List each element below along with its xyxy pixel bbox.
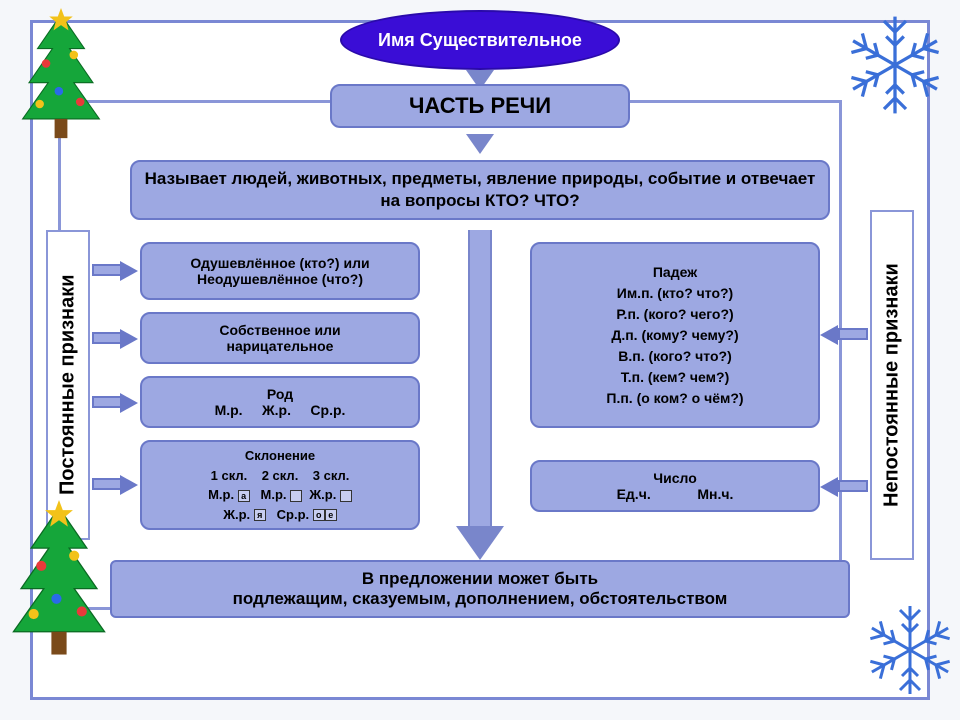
declension-title: Склонение xyxy=(208,446,352,466)
decl-zhr2: Ж.р. xyxy=(223,507,250,522)
arrow-r1-stub xyxy=(838,328,868,340)
bottom-box: В предложении может быть подлежащим, ска… xyxy=(110,560,850,618)
snowflake-bottom-right-icon xyxy=(860,600,960,700)
animacy-text: Одушевлённое (кто?) или Неодушевлённое (… xyxy=(190,255,369,287)
declension-row3: Ж.р. я Ср.р. ое xyxy=(208,505,352,525)
arrow-l1-head xyxy=(120,261,138,281)
arrow-r1-head xyxy=(820,325,838,345)
title-text: Имя Существительное xyxy=(378,30,582,51)
animacy-box: Одушевлённое (кто?) или Неодушевлённое (… xyxy=(140,242,420,300)
end-e: е xyxy=(325,509,337,521)
bottom-text: В предложении может быть подлежащим, ска… xyxy=(233,569,728,609)
tree-top-left-icon xyxy=(6,8,116,168)
snowflake-top-right-icon xyxy=(840,10,950,120)
end-blank1 xyxy=(290,490,302,502)
declension-box: Склонение 1 скл. 2 скл. 3 скл. М.р. а М.… xyxy=(140,440,420,530)
arrow-l4-stub xyxy=(92,478,122,490)
case-box: Падеж Им.п. (кто? что?) Р.п. (кого? чего… xyxy=(530,242,820,428)
gender-box: Род М.р. Ж.р. Ср.р. xyxy=(140,376,420,428)
proper-text: Собственное или нарицательное xyxy=(219,322,340,354)
number-title: Число xyxy=(617,470,734,486)
decl-mr2: М.р. xyxy=(261,487,287,502)
decl-sr: Ср.р. xyxy=(277,507,310,522)
end-ya: я xyxy=(254,509,266,521)
case-0: Им.п. (кто? что?) xyxy=(606,283,743,304)
right-label-text: Непостоянные признаки xyxy=(881,263,904,507)
center-arrow-body xyxy=(468,230,492,530)
declension-content: Склонение 1 скл. 2 скл. 3 скл. М.р. а М.… xyxy=(208,446,352,524)
arrow-l2-head xyxy=(120,329,138,349)
arrow-l1-stub xyxy=(92,264,122,276)
case-title: Падеж xyxy=(606,262,743,283)
number-items: Ед.ч. Мн.ч. xyxy=(617,486,734,502)
end-blank2 xyxy=(340,490,352,502)
case-2: Д.п. (кому? чему?) xyxy=(606,325,743,346)
decl-mr1: М.р. xyxy=(208,487,234,502)
case-content: Падеж Им.п. (кто? что?) Р.п. (кого? чего… xyxy=(606,262,743,409)
arrow-l4-head xyxy=(120,475,138,495)
part-of-speech-text: ЧАСТЬ РЕЧИ xyxy=(409,93,551,119)
proper-box: Собственное или нарицательное xyxy=(140,312,420,364)
gender-content: Род М.р. Ж.р. Ср.р. xyxy=(215,386,346,418)
right-vertical-label: Непостоянные признаки xyxy=(870,210,914,560)
definition-box: Называет людей, животных, предметы, явле… xyxy=(130,160,830,220)
number-box: Число Ед.ч. Мн.ч. xyxy=(530,460,820,512)
case-1: Р.п. (кого? чего?) xyxy=(606,304,743,325)
tree-bottom-left-icon xyxy=(0,500,124,690)
arrow-part-down xyxy=(466,134,494,154)
declension-row1: 1 скл. 2 скл. 3 скл. xyxy=(208,466,352,486)
gender-title: Род xyxy=(215,386,346,402)
left-label-text: Постоянные признаки xyxy=(57,275,80,496)
arrow-r2-stub xyxy=(838,480,868,492)
arrow-l3-head xyxy=(120,393,138,413)
declension-row2: М.р. а М.р. Ж.р. xyxy=(208,485,352,505)
number-content: Число Ед.ч. Мн.ч. xyxy=(617,470,734,502)
arrow-l2-stub xyxy=(92,332,122,344)
definition-text: Называет людей, животных, предметы, явле… xyxy=(142,168,818,212)
end-o: о xyxy=(313,509,325,521)
arrow-l3-stub xyxy=(92,396,122,408)
case-4: Т.п. (кем? чем?) xyxy=(606,367,743,388)
end-a: а xyxy=(238,490,250,502)
arrow-r2-head xyxy=(820,477,838,497)
case-3: В.п. (кого? что?) xyxy=(606,346,743,367)
center-arrow-head xyxy=(456,526,504,560)
left-vertical-label: Постоянные признаки xyxy=(46,230,90,540)
title-oval: Имя Существительное xyxy=(340,10,620,70)
case-5: П.п. (о ком? о чём?) xyxy=(606,388,743,409)
gender-items: М.р. Ж.р. Ср.р. xyxy=(215,402,346,418)
part-of-speech-box: ЧАСТЬ РЕЧИ xyxy=(330,84,630,128)
decl-zhr1: Ж.р. xyxy=(309,487,336,502)
